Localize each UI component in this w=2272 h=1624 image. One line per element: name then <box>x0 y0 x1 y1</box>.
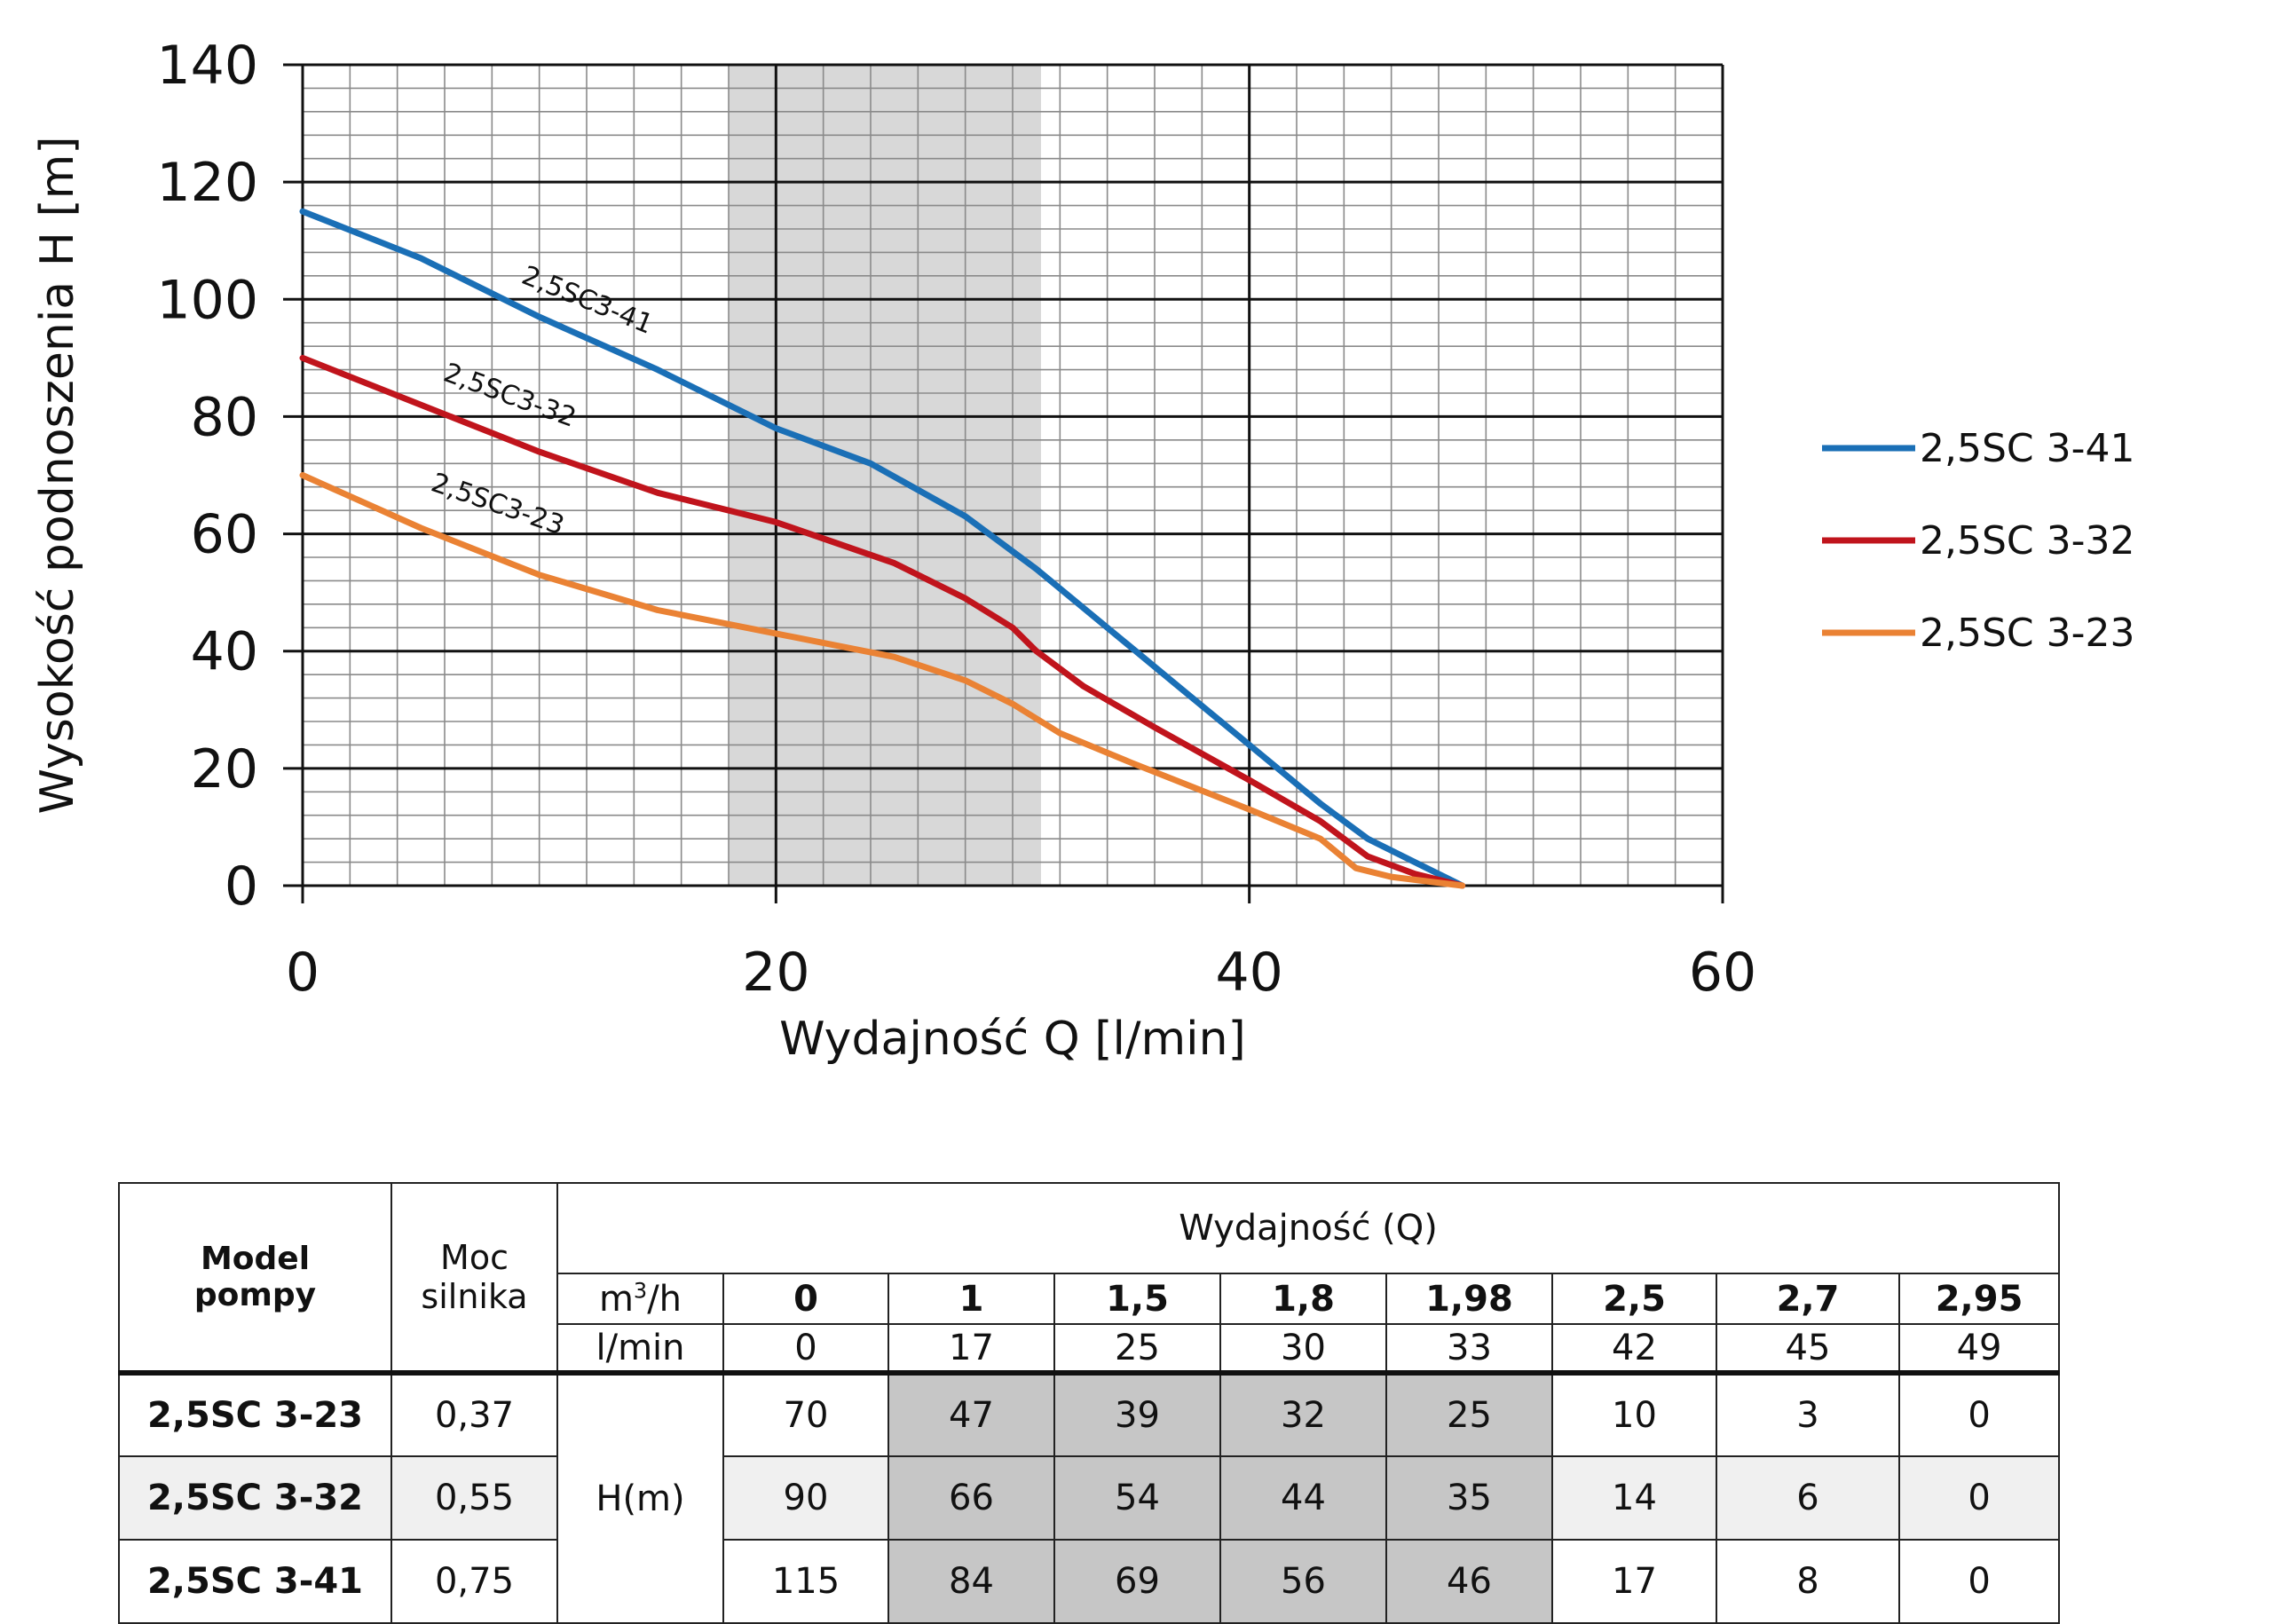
minor-grid <box>303 65 1723 886</box>
table-row: 2,5SC 3-41 0,75 115 84 69 56 46 17 8 0 <box>118 1539 2061 1624</box>
operating-range-band <box>729 65 1041 886</box>
power-cell: 0,55 <box>390 1455 558 1541</box>
head-value-cell: 6 <box>1716 1455 1900 1541</box>
unit-lmin: l/min <box>556 1323 724 1376</box>
m3h-value: 0 <box>722 1273 889 1325</box>
head-value-cell: 39 <box>1053 1372 1221 1457</box>
chart-legend: 2,5SC 3-41 2,5SC 3-32 2,5SC 3-23 <box>1822 426 2134 656</box>
m3h-value: 2,5 <box>1551 1273 1717 1325</box>
head-value-cell: 10 <box>1551 1372 1717 1457</box>
head-value-cell: 0 <box>1897 1372 2061 1457</box>
x-axis-title: Wydajność Q [l/min] <box>779 1013 1246 1066</box>
y-tick-label: 100 <box>156 269 258 331</box>
series-line-2-5sc-3-32 <box>299 354 1466 889</box>
flow-header: Wydajność (Q) <box>556 1182 2061 1274</box>
curve-labels: 2,5SC3-412,5SC3-322,5SC3-23 <box>427 260 657 541</box>
x-tick-label: 0 <box>286 942 320 1004</box>
head-value-cell: 66 <box>888 1455 1055 1541</box>
m3h-row: m3/h 0 1 1,5 1,8 1,98 2,5 2,7 2,95 <box>119 1273 2061 1325</box>
head-value-cell: 3 <box>1716 1372 1900 1457</box>
lmin-value: 49 <box>1897 1323 2061 1376</box>
table-row: 2,5SC 3-23 0,37 H(m) 70 47 39 32 25 10 3 0 <box>118 1372 2061 1624</box>
head-value-cell: 32 <box>1219 1372 1387 1457</box>
pump-data-table: Model pompy Moc silnika Wydajność (Q) m3… <box>118 1182 2061 1624</box>
y-tick-label: 20 <box>191 738 258 800</box>
model-header-line1: Model <box>200 1241 311 1277</box>
curve-label: 2,5SC3-23 <box>427 467 568 541</box>
y-tick-label: 0 <box>225 855 258 918</box>
model-header: Model pompy <box>118 1182 392 1376</box>
head-value-cell: 47 <box>888 1372 1055 1457</box>
lmin-value: 30 <box>1219 1323 1387 1376</box>
model-cell: 2,5SC 3-41 <box>118 1539 392 1624</box>
plot-axes <box>283 63 1724 903</box>
pump-performance-chart: 2,5SC3-412,5SC3-322,5SC3-23 0 20 40 60 0 20 4… <box>31 35 2134 1066</box>
model-cell: 2,5SC 3-32 <box>118 1455 392 1541</box>
x-tick-label: 40 <box>1215 942 1282 1004</box>
y-tick-label: 40 <box>191 621 258 683</box>
head-value-cell: 0 <box>1897 1455 2061 1541</box>
y-tick-label: 80 <box>191 386 258 448</box>
major-grid <box>301 63 1724 887</box>
head-value-cell: 115 <box>722 1539 889 1624</box>
lmin-value: 45 <box>1716 1323 1900 1376</box>
series-layer <box>299 208 1466 889</box>
power-cell: 0,37 <box>390 1372 558 1457</box>
model-header-line2: pompy <box>193 1277 317 1313</box>
m3h-value: 2,7 <box>1716 1273 1900 1325</box>
head-value-cell: 54 <box>1053 1455 1221 1541</box>
head-value-cell: 44 <box>1219 1455 1387 1541</box>
legend-label: 2,5SC 3-41 <box>1920 426 2134 471</box>
head-value-cell: 46 <box>1385 1539 1553 1624</box>
unit-m3h: m3/h <box>556 1273 724 1325</box>
head-value-cell: 17 <box>1551 1539 1717 1624</box>
m3h-value: 1 <box>888 1273 1055 1325</box>
head-value-cell: 14 <box>1551 1455 1717 1541</box>
y-tick-label: 60 <box>191 504 258 566</box>
m3h-value: 1,5 <box>1053 1273 1221 1325</box>
series-line-2-5sc-3-41 <box>299 208 1466 889</box>
y-tick-label: 120 <box>156 152 258 214</box>
model-cell: 2,5SC 3-23 <box>118 1372 392 1457</box>
lmin-value: 33 <box>1385 1323 1553 1376</box>
head-label-cell: H(m) <box>556 1372 724 1624</box>
lmin-value: 17 <box>888 1323 1055 1376</box>
x-tick-labels: 0 20 40 60 <box>286 942 1756 1004</box>
legend-label: 2,5SC 3-32 <box>1920 518 2134 564</box>
x-tick-label: 20 <box>742 942 809 1004</box>
legend-label: 2,5SC 3-23 <box>1920 611 2134 656</box>
lmin-value: 25 <box>1053 1323 1221 1376</box>
head-value-cell: 90 <box>722 1455 889 1541</box>
power-cell: 0,75 <box>390 1539 558 1624</box>
series-line-2-5sc-3-23 <box>299 472 1466 889</box>
power-header: Moc silnika <box>390 1182 558 1376</box>
m3h-value: 2,95 <box>1897 1273 2061 1325</box>
head-value-cell: 8 <box>1716 1539 1900 1624</box>
head-value-cell: 70 <box>722 1372 889 1457</box>
unit-m3h-suffix: /h <box>647 1278 682 1320</box>
pump-data-table-wrapper: Model pompy Moc silnika Wydajność (Q) m3… <box>118 1182 2061 1624</box>
unit-m3h-base: m <box>598 1278 634 1320</box>
unit-m3h-sup: 3 <box>633 1278 648 1304</box>
y-axis-title: Wysokość podnoszenia H [m] <box>31 136 84 814</box>
y-tick-labels: 0 20 40 60 80 100 120 140 <box>156 35 258 918</box>
table-header-row: Model pompy Moc silnika Wydajność (Q) <box>118 1182 2061 1376</box>
m3h-value: 1,8 <box>1219 1273 1387 1325</box>
head-value-cell: 56 <box>1219 1539 1387 1624</box>
power-header-line2: silnika <box>421 1277 528 1316</box>
head-value-cell: 69 <box>1053 1539 1221 1624</box>
head-value-cell: 0 <box>1897 1539 2061 1624</box>
head-value-cell: 84 <box>888 1539 1055 1624</box>
power-header-line1: Moc <box>440 1238 509 1277</box>
y-tick-label: 140 <box>156 35 258 97</box>
head-value-cell: 25 <box>1385 1372 1553 1457</box>
lmin-value: 42 <box>1551 1323 1717 1376</box>
lmin-row: l/min 0 17 25 30 33 42 45 49 <box>119 1323 2061 1376</box>
x-tick-label: 60 <box>1689 942 1756 1004</box>
lmin-value: 0 <box>722 1323 889 1376</box>
m3h-value: 1,98 <box>1385 1273 1553 1325</box>
head-value-cell: 35 <box>1385 1455 1553 1541</box>
table-row: 2,5SC 3-32 0,55 90 66 54 44 35 14 6 0 <box>118 1455 2061 1541</box>
